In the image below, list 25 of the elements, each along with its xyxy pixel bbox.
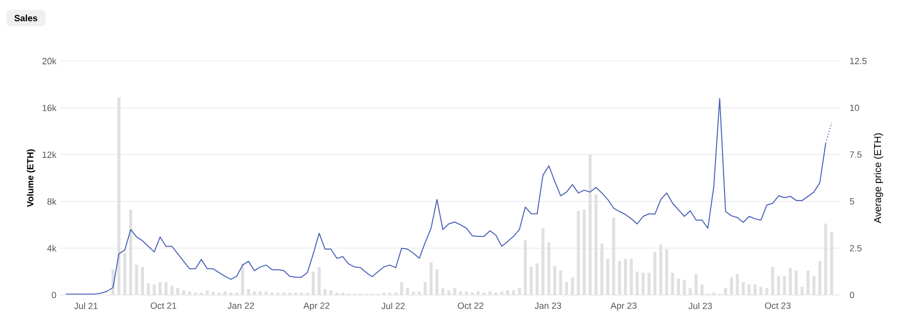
x-tick-label: Jan 23 — [534, 302, 562, 309]
x-tick-label: Jul 21 — [74, 302, 98, 310]
y-tick-label: 12k — [42, 151, 56, 158]
y-tick-label: 20k — [42, 58, 56, 64]
y2-axis-title: Average price (ETH) — [874, 133, 884, 224]
y-axis-title: Volume (ETH) — [26, 149, 36, 207]
y-tick-label: 16k — [42, 104, 56, 112]
y2-tick-label: 10 — [850, 104, 860, 111]
x-tick-label: Jul 22 — [381, 302, 405, 310]
y2-tick-label: 0 — [850, 292, 854, 298]
y-tick-label: 0 — [52, 292, 56, 298]
y2-tick-label: 12.5 — [850, 58, 867, 64]
y-tick-label: 4k — [47, 244, 56, 252]
x-tick-label: Jan 22 — [228, 302, 254, 309]
x-tick-label: Apr 23 — [610, 302, 637, 311]
x-tick-label: Apr 22 — [303, 302, 330, 311]
x-tick-label: Oct 22 — [458, 302, 484, 309]
x-tick-label: Oct 21 — [150, 302, 176, 309]
y2-tick-label: 2.5 — [850, 245, 862, 252]
x-tick-label: Oct 23 — [764, 302, 791, 309]
y2-tick-label: 5 — [850, 198, 854, 205]
chart-title: Sales — [14, 14, 38, 22]
x-tick-label: Jul 23 — [688, 302, 712, 310]
y-tick-label: 8k — [47, 198, 56, 205]
y2-tick-label: 7.5 — [850, 151, 862, 158]
